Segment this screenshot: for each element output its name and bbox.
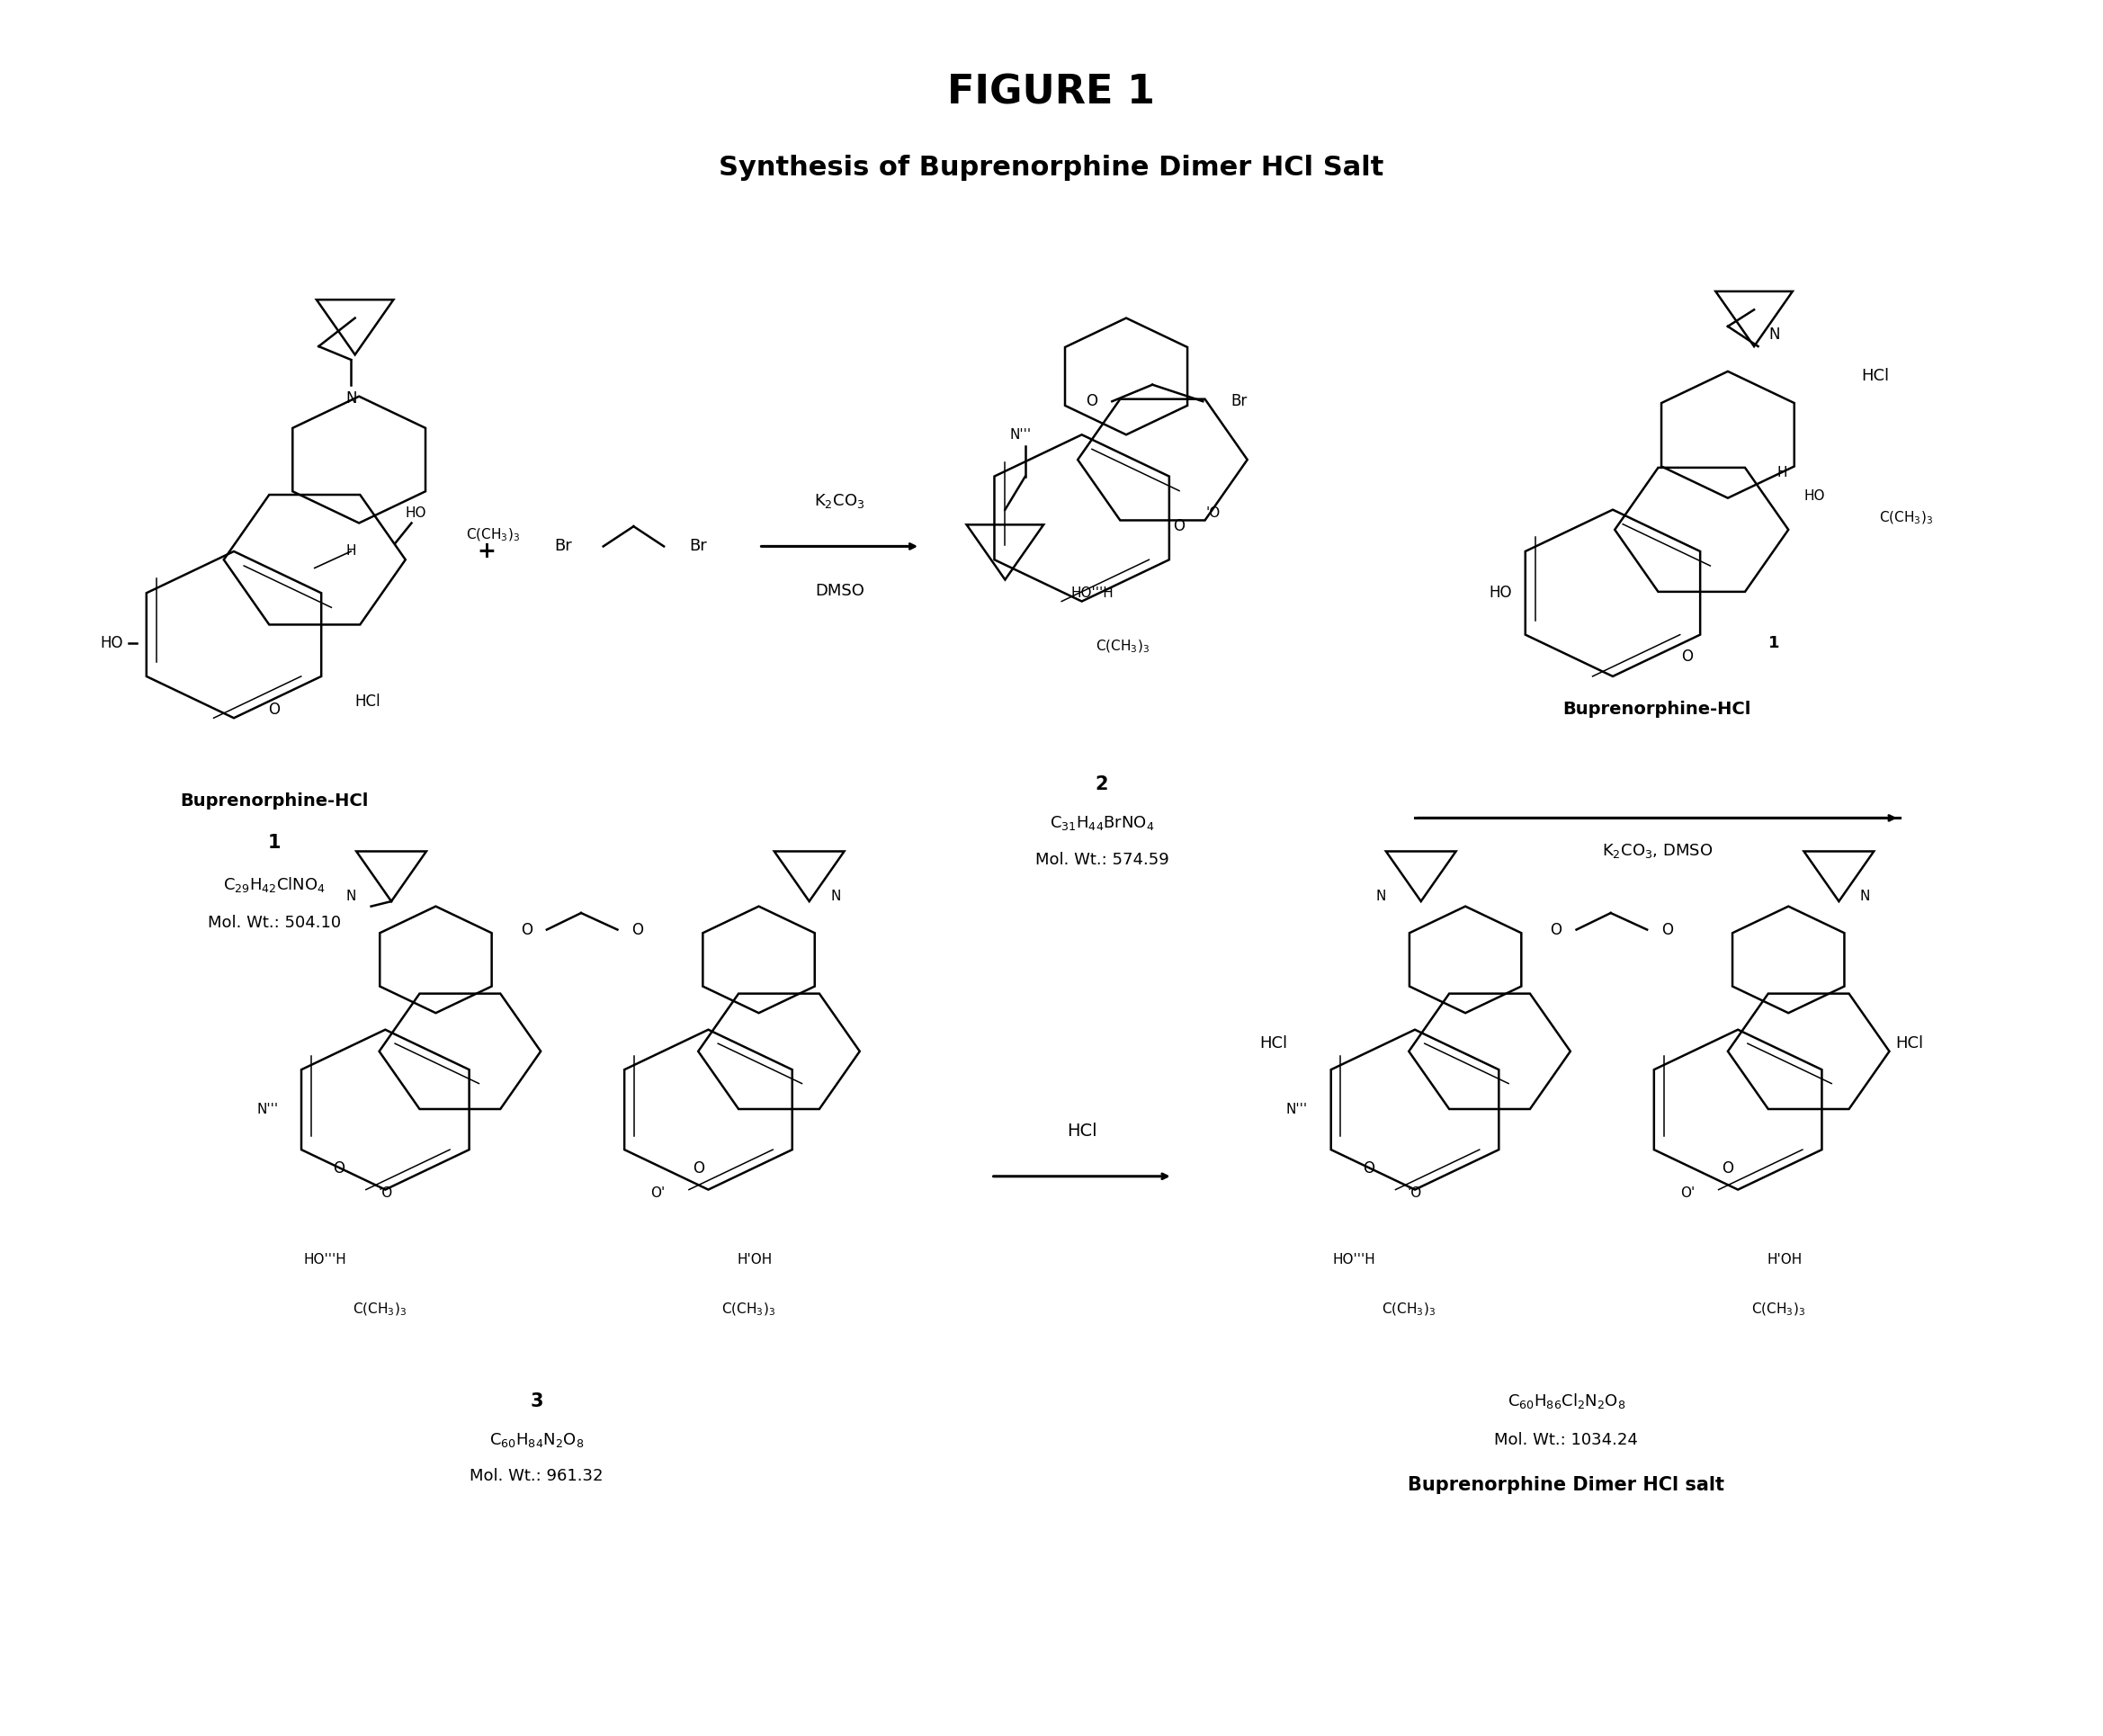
Text: 3: 3 bbox=[530, 1392, 543, 1410]
Text: H: H bbox=[345, 545, 355, 557]
Text: O: O bbox=[269, 701, 280, 717]
Text: 1: 1 bbox=[267, 833, 282, 852]
Text: $\mathregular{C(CH_3)_3}$: $\mathregular{C(CH_3)_3}$ bbox=[721, 1302, 776, 1318]
Text: HCl: HCl bbox=[1066, 1123, 1098, 1139]
Text: Mol. Wt.: 574.59: Mol. Wt.: 574.59 bbox=[1035, 852, 1169, 868]
Text: N: N bbox=[1859, 889, 1870, 903]
Text: $\mathregular{C(CH_3)_3}$: $\mathregular{C(CH_3)_3}$ bbox=[1880, 510, 1933, 526]
Text: O: O bbox=[692, 1160, 705, 1175]
Text: Br: Br bbox=[1230, 394, 1247, 410]
Text: N''': N''' bbox=[1287, 1102, 1308, 1116]
Text: N: N bbox=[1769, 326, 1779, 342]
Text: H'OH: H'OH bbox=[736, 1253, 772, 1266]
Text: N: N bbox=[345, 391, 358, 406]
Text: HO'''H: HO'''H bbox=[1070, 587, 1112, 599]
Text: HCl: HCl bbox=[355, 693, 381, 710]
Text: O: O bbox=[1722, 1160, 1733, 1175]
Text: $\mathregular{C(CH_3)_3}$: $\mathregular{C(CH_3)_3}$ bbox=[1096, 639, 1148, 654]
Text: FIGURE 1: FIGURE 1 bbox=[948, 73, 1155, 113]
Text: $\mathregular{C(CH_3)_3}$: $\mathregular{C(CH_3)_3}$ bbox=[351, 1302, 406, 1318]
Text: Mol. Wt.: 961.32: Mol. Wt.: 961.32 bbox=[469, 1469, 604, 1484]
Text: +: + bbox=[477, 540, 496, 562]
Text: HO: HO bbox=[1489, 585, 1512, 601]
Text: N: N bbox=[831, 889, 841, 903]
Text: HO: HO bbox=[1804, 490, 1825, 503]
Text: O: O bbox=[1550, 922, 1563, 937]
Text: HO: HO bbox=[406, 507, 427, 519]
Text: $\mathregular{C_{60}H_{84}N_2O_8}$: $\mathregular{C_{60}H_{84}N_2O_8}$ bbox=[490, 1430, 585, 1448]
Text: Synthesis of Buprenorphine Dimer HCl Salt: Synthesis of Buprenorphine Dimer HCl Sal… bbox=[719, 155, 1384, 181]
Text: $\mathregular{C_{60}H_{86}Cl_2N_2O_8}$: $\mathregular{C_{60}H_{86}Cl_2N_2O_8}$ bbox=[1508, 1392, 1626, 1411]
Text: HO'''H: HO'''H bbox=[303, 1253, 347, 1266]
Text: $\mathregular{C(CH_3)_3}$: $\mathregular{C(CH_3)_3}$ bbox=[467, 526, 519, 543]
Text: HCl: HCl bbox=[1895, 1035, 1924, 1050]
Text: 1: 1 bbox=[1769, 635, 1779, 651]
Text: O: O bbox=[1363, 1160, 1375, 1175]
Text: $\mathregular{C(CH_3)_3}$: $\mathregular{C(CH_3)_3}$ bbox=[1752, 1302, 1804, 1318]
Text: O': O' bbox=[1680, 1186, 1695, 1200]
Text: 2: 2 bbox=[1096, 776, 1108, 793]
Text: Mol. Wt.: 1034.24: Mol. Wt.: 1034.24 bbox=[1495, 1432, 1638, 1448]
Text: HCl: HCl bbox=[1861, 368, 1888, 384]
Text: N: N bbox=[345, 889, 355, 903]
Text: HO'''H: HO'''H bbox=[1333, 1253, 1375, 1266]
Text: DMSO: DMSO bbox=[814, 583, 864, 599]
Text: Buprenorphine-HCl: Buprenorphine-HCl bbox=[1563, 701, 1752, 719]
Text: Buprenorphine-HCl: Buprenorphine-HCl bbox=[181, 793, 368, 811]
Text: 'O: 'O bbox=[1205, 507, 1220, 519]
Text: 'O: 'O bbox=[1407, 1186, 1422, 1200]
Text: O: O bbox=[1085, 394, 1098, 410]
Text: O': O' bbox=[650, 1186, 665, 1200]
Text: O: O bbox=[1661, 922, 1674, 937]
Text: HCl: HCl bbox=[1260, 1035, 1287, 1050]
Text: H'OH: H'OH bbox=[1767, 1253, 1802, 1266]
Text: $\mathregular{C_{29}H_{42}ClNO_4}$: $\mathregular{C_{29}H_{42}ClNO_4}$ bbox=[223, 875, 326, 894]
Text: Br: Br bbox=[690, 538, 707, 554]
Text: $\mathregular{K_2CO_3}$, DMSO: $\mathregular{K_2CO_3}$, DMSO bbox=[1602, 842, 1712, 861]
Text: N''': N''' bbox=[1009, 429, 1030, 441]
Text: $\mathregular{C_{31}H_{44}BrNO_4}$: $\mathregular{C_{31}H_{44}BrNO_4}$ bbox=[1049, 814, 1155, 832]
Text: O: O bbox=[332, 1160, 345, 1175]
Text: O: O bbox=[522, 922, 532, 937]
Text: 'O: 'O bbox=[379, 1186, 393, 1200]
Text: $\mathregular{C(CH_3)_3}$: $\mathregular{C(CH_3)_3}$ bbox=[1382, 1302, 1436, 1318]
Text: Buprenorphine Dimer HCl salt: Buprenorphine Dimer HCl salt bbox=[1409, 1476, 1724, 1493]
Text: N''': N''' bbox=[257, 1102, 278, 1116]
Text: Mol. Wt.: 504.10: Mol. Wt.: 504.10 bbox=[208, 915, 341, 930]
Text: O: O bbox=[1173, 519, 1184, 535]
Text: O: O bbox=[631, 922, 644, 937]
Text: N: N bbox=[1375, 889, 1386, 903]
Text: H: H bbox=[1777, 467, 1788, 479]
Text: O: O bbox=[1682, 648, 1693, 665]
Text: $\mathregular{K_2CO_3}$: $\mathregular{K_2CO_3}$ bbox=[814, 491, 864, 510]
Text: Br: Br bbox=[553, 538, 572, 554]
Text: HO: HO bbox=[99, 635, 122, 651]
